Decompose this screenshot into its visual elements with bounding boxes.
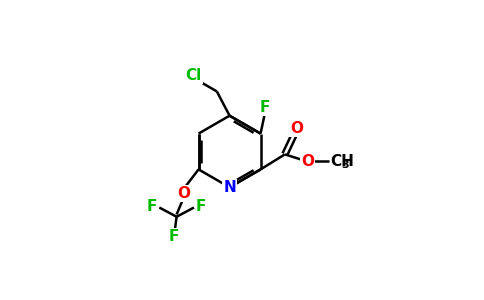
Text: Cl: Cl (186, 68, 202, 83)
Text: F: F (196, 199, 206, 214)
Text: CH: CH (330, 154, 354, 169)
Text: O: O (290, 121, 303, 136)
Text: F: F (260, 100, 271, 115)
Text: O: O (301, 154, 314, 169)
Text: N: N (223, 180, 236, 195)
Text: O: O (177, 186, 190, 201)
Text: F: F (169, 229, 180, 244)
Text: 3: 3 (341, 160, 348, 170)
Text: F: F (147, 199, 157, 214)
